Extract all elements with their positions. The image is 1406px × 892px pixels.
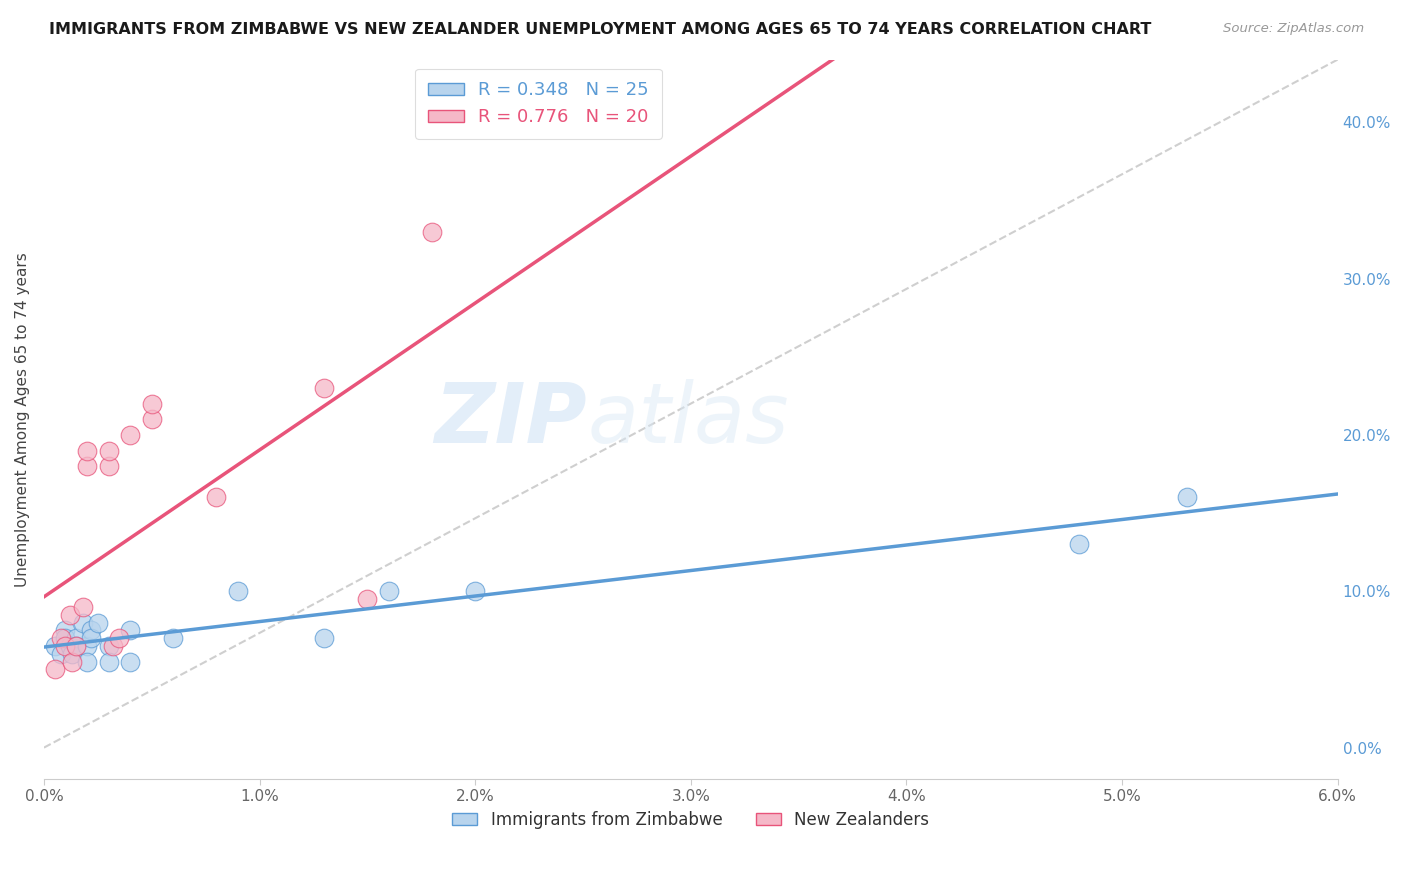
Text: IMMIGRANTS FROM ZIMBABWE VS NEW ZEALANDER UNEMPLOYMENT AMONG AGES 65 TO 74 YEARS: IMMIGRANTS FROM ZIMBABWE VS NEW ZEALANDE…	[49, 22, 1152, 37]
Point	[97, 639, 120, 653]
Y-axis label: Unemployment Among Ages 65 to 74 years: Unemployment Among Ages 65 to 74 years	[15, 252, 30, 587]
Point	[60, 647, 83, 661]
Point	[72, 615, 94, 630]
Point	[108, 631, 131, 645]
Text: atlas: atlas	[588, 379, 789, 459]
Point	[205, 491, 228, 505]
Point	[141, 412, 163, 426]
Point	[101, 639, 124, 653]
Point	[65, 639, 87, 653]
Point	[55, 624, 77, 638]
Text: Source: ZipAtlas.com: Source: ZipAtlas.com	[1223, 22, 1364, 36]
Point	[120, 428, 142, 442]
Point	[59, 639, 82, 653]
Point	[420, 225, 443, 239]
Point	[44, 639, 66, 653]
Point	[464, 584, 486, 599]
Point	[80, 624, 103, 638]
Point	[356, 592, 378, 607]
Point	[76, 443, 98, 458]
Point	[55, 639, 77, 653]
Point	[120, 624, 142, 638]
Point	[49, 631, 72, 645]
Point	[65, 639, 87, 653]
Point	[97, 459, 120, 474]
Point	[97, 655, 120, 669]
Point	[378, 584, 401, 599]
Point	[76, 639, 98, 653]
Point	[59, 607, 82, 622]
Point	[60, 655, 83, 669]
Point	[162, 631, 184, 645]
Point	[141, 396, 163, 410]
Point	[72, 599, 94, 614]
Point	[65, 631, 87, 645]
Point	[314, 631, 336, 645]
Text: ZIP: ZIP	[434, 379, 588, 459]
Point	[120, 655, 142, 669]
Point	[1175, 491, 1198, 505]
Point	[76, 655, 98, 669]
Point	[314, 381, 336, 395]
Legend: Immigrants from Zimbabwe, New Zealanders: Immigrants from Zimbabwe, New Zealanders	[446, 804, 936, 835]
Point	[226, 584, 249, 599]
Point	[1067, 537, 1090, 551]
Point	[44, 663, 66, 677]
Point	[49, 647, 72, 661]
Point	[97, 443, 120, 458]
Point	[80, 631, 103, 645]
Point	[87, 615, 110, 630]
Point	[76, 459, 98, 474]
Point	[55, 631, 77, 645]
